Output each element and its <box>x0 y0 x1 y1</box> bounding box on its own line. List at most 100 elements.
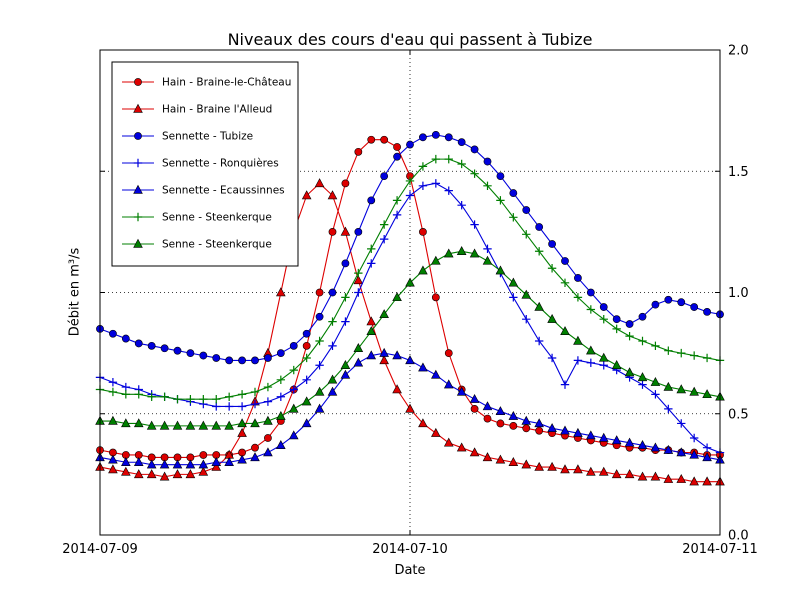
marker-circle <box>677 298 686 307</box>
marker-circle <box>367 196 376 205</box>
marker-triangle <box>211 461 222 471</box>
marker-circle <box>264 354 272 362</box>
marker-plus <box>534 336 544 346</box>
marker-triangle <box>379 347 389 357</box>
marker-circle <box>509 189 518 197</box>
marker-circle <box>393 152 401 161</box>
marker-circle <box>354 147 363 156</box>
marker-plus <box>677 419 686 428</box>
marker-plus <box>547 353 557 363</box>
marker-triangle <box>301 396 312 406</box>
series-2 <box>96 130 724 365</box>
marker-plus <box>405 191 415 200</box>
marker-triangle <box>133 418 144 428</box>
marker-circle <box>664 295 673 304</box>
marker-triangle <box>521 289 532 299</box>
marker-triangle <box>237 418 247 428</box>
series-5 <box>95 154 725 404</box>
marker-triangle <box>676 447 687 457</box>
marker-triangle <box>611 360 622 369</box>
marker-circle <box>225 356 234 365</box>
legend: Hain - Braine-le-Château Hain - Braine l'… <box>111 61 299 267</box>
marker-plus <box>147 392 156 401</box>
marker-triangle <box>702 389 712 399</box>
marker-circle <box>251 356 259 365</box>
marker-circle <box>160 344 169 353</box>
marker-circle <box>509 421 518 430</box>
marker-triangle <box>405 277 415 287</box>
marker-triangle <box>108 454 118 464</box>
marker-triangle <box>263 447 273 457</box>
marker-triangle <box>676 473 687 483</box>
marker-plus <box>573 356 583 365</box>
y-tick-label: 1.0 <box>728 286 749 301</box>
marker-circle <box>483 414 492 423</box>
marker-triangle <box>133 103 143 113</box>
marker-triangle <box>573 335 583 345</box>
marker-triangle <box>521 459 532 469</box>
marker-circle <box>431 293 440 302</box>
marker-triangle <box>560 464 570 474</box>
marker-plus <box>199 395 208 404</box>
marker-circle <box>574 274 582 282</box>
marker-triangle <box>146 459 157 469</box>
marker-plus <box>638 380 647 389</box>
marker-plus <box>702 353 712 363</box>
marker-circle <box>406 140 414 149</box>
marker-triangle <box>314 386 325 396</box>
marker-circle <box>380 135 389 144</box>
marker-plus <box>483 244 492 254</box>
series-4 <box>95 347 725 469</box>
marker-triangle <box>224 457 234 466</box>
marker-triangle <box>443 437 454 447</box>
marker-triangle <box>689 449 699 459</box>
marker-plus <box>121 390 131 399</box>
marker-triangle <box>547 423 557 433</box>
marker-circle <box>212 354 221 362</box>
marker-triangle <box>547 313 557 323</box>
marker-plus <box>664 404 673 414</box>
marker-circle <box>199 351 208 360</box>
marker-triangle <box>689 476 699 486</box>
marker-triangle <box>637 440 648 449</box>
marker-plus <box>418 181 428 190</box>
marker-circle <box>535 426 544 435</box>
marker-plus <box>302 375 311 384</box>
marker-triangle <box>133 469 144 479</box>
marker-triangle <box>211 420 222 430</box>
marker-triangle <box>250 418 260 428</box>
marker-plus <box>405 176 415 186</box>
marker-triangle <box>185 459 196 469</box>
marker-triangle <box>146 469 157 479</box>
marker-triangle <box>172 459 183 469</box>
marker-plus <box>457 159 466 169</box>
marker-triangle <box>508 457 519 466</box>
marker-plus <box>444 154 453 164</box>
marker-triangle <box>586 466 596 476</box>
marker-plus <box>133 212 143 222</box>
marker-circle <box>561 257 569 265</box>
marker-plus <box>444 186 453 195</box>
marker-circle <box>302 341 311 350</box>
series-1 <box>95 178 725 486</box>
axis-ticks <box>99 49 721 536</box>
marker-circle <box>522 206 531 214</box>
marker-plus <box>134 390 143 399</box>
marker-triangle <box>456 386 467 396</box>
marker-triangle <box>327 386 338 396</box>
marker-triangle <box>276 287 286 297</box>
marker-plus <box>483 181 492 190</box>
marker-circle <box>651 300 660 309</box>
marker-triangle <box>586 345 596 355</box>
marker-triangle <box>392 384 402 394</box>
marker-triangle <box>624 469 635 479</box>
marker-circle <box>173 346 182 355</box>
marker-plus <box>276 392 286 401</box>
marker-triangle <box>456 246 467 255</box>
marker-plus <box>108 387 118 397</box>
marker-triangle <box>702 476 712 486</box>
marker-circle <box>444 349 453 358</box>
marker-triangle <box>418 265 428 275</box>
marker-triangle <box>534 418 544 428</box>
